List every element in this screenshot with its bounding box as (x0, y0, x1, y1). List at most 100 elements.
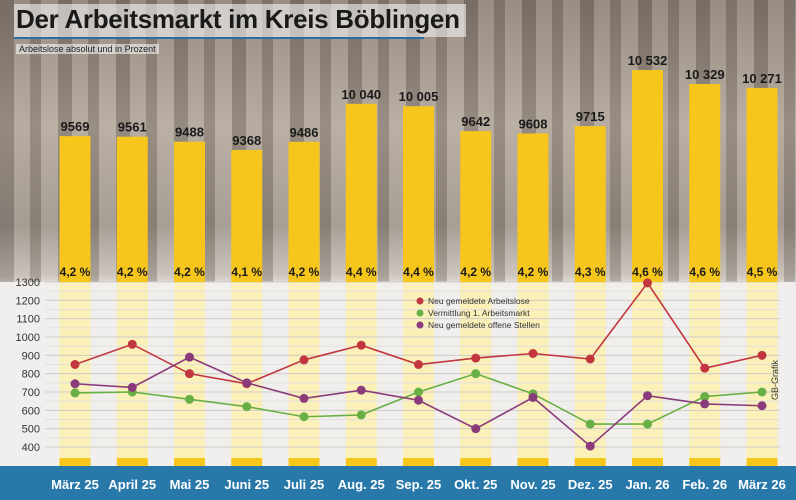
data-point (585, 419, 595, 429)
data-point (242, 378, 252, 388)
bar-value-label: 9488 (175, 125, 204, 140)
data-point (700, 363, 710, 373)
bar-column-pale (59, 282, 91, 458)
percent-label: 4,2 % (174, 265, 205, 279)
y-tick-label: 1000 (16, 332, 40, 344)
bar (460, 131, 492, 282)
data-point (585, 354, 595, 364)
data-point (757, 401, 767, 411)
data-point (643, 391, 652, 401)
bar-foot (517, 458, 549, 466)
data-point (757, 350, 767, 360)
bar-value-label: 9561 (118, 120, 147, 135)
bar-foot (231, 458, 263, 466)
data-point (356, 410, 366, 420)
data-point (299, 412, 309, 422)
data-point (414, 395, 423, 405)
data-point (356, 385, 366, 395)
bar-foot (632, 458, 663, 466)
bar (231, 149, 263, 282)
bar-column-pale (288, 282, 320, 458)
data-point (185, 369, 194, 379)
bar-column-pale (632, 282, 663, 458)
bar-value-label: 9608 (519, 116, 548, 131)
x-tick-label: März 26 (738, 477, 786, 492)
x-tick-label: Jan. 26 (625, 477, 669, 492)
bar-value-label: 9368 (232, 133, 261, 148)
bar-column-pale (231, 282, 263, 458)
percent-label: 4,4 % (403, 265, 434, 279)
y-tick-label: 500 (22, 424, 40, 436)
bar (574, 126, 606, 283)
bar-column-pale (116, 282, 148, 458)
data-point (127, 382, 137, 392)
data-point (471, 369, 481, 379)
bar-foot (689, 458, 721, 466)
bar (746, 87, 778, 282)
bar-foot (460, 458, 492, 466)
data-point (299, 393, 309, 403)
percent-label: 4,2 % (518, 265, 549, 279)
data-point (414, 387, 423, 397)
data-point (185, 394, 194, 404)
percent-label: 4,2 % (460, 265, 491, 279)
data-point (70, 379, 80, 389)
bar-value-label: 9569 (61, 119, 90, 134)
x-tick-label: Mai 25 (170, 477, 210, 492)
x-axis-band (0, 466, 796, 500)
percent-label: 4,3 % (575, 265, 606, 279)
data-point (185, 352, 194, 362)
bar-value-label: 10 271 (742, 71, 782, 86)
bar-foot (746, 458, 778, 466)
x-tick-label: Feb. 26 (682, 477, 727, 492)
bar-value-label: 9486 (290, 125, 319, 140)
bar (632, 69, 663, 283)
bar (59, 136, 91, 282)
bar-column-pale (345, 282, 377, 458)
bar-value-label: 10 005 (399, 89, 439, 104)
data-point (414, 360, 423, 369)
y-tick-label: 1200 (16, 295, 40, 307)
bar (517, 133, 549, 282)
legend-marker (416, 309, 424, 317)
legend-label: Vermittlung 1. Arbeitsmarkt (428, 308, 530, 318)
data-point (471, 424, 481, 434)
percent-label: 4,6 % (689, 265, 720, 279)
data-point (643, 419, 652, 429)
x-tick-label: Juli 25 (284, 477, 324, 492)
data-point (700, 399, 710, 409)
data-point (585, 441, 595, 451)
y-tick-label: 600 (22, 405, 40, 417)
bar-foot (574, 458, 606, 466)
bar (403, 106, 434, 282)
data-point (299, 355, 309, 365)
bar-foot (174, 458, 205, 466)
data-point (70, 360, 80, 369)
bar (689, 83, 721, 282)
bar-foot (288, 458, 320, 466)
bar-foot (59, 458, 91, 466)
title-underline (14, 37, 424, 39)
x-tick-label: Dez. 25 (568, 477, 613, 492)
data-point (700, 392, 710, 402)
percent-label: 4,5 % (747, 265, 778, 279)
bar-value-label: 10 329 (685, 67, 725, 82)
percent-label: 4,6 % (632, 265, 663, 279)
percent-label: 4,2 % (289, 265, 320, 279)
bar-column-pale (574, 282, 606, 458)
bar (174, 141, 205, 282)
y-tick-label: 900 (22, 350, 40, 362)
bar-value-label: 9642 (461, 114, 490, 129)
data-point (356, 340, 366, 350)
bar-foot (345, 458, 377, 466)
x-tick-label: Aug. 25 (338, 477, 385, 492)
legend-marker (416, 297, 424, 305)
legend-label: Neu gemeldete offene Stellen (428, 320, 540, 330)
x-tick-label: Okt. 25 (454, 477, 497, 492)
x-tick-label: März 25 (51, 477, 99, 492)
bar (345, 103, 377, 282)
data-point (643, 278, 652, 288)
y-tick-label: 700 (22, 387, 40, 399)
percent-label: 4,1 % (231, 265, 262, 279)
